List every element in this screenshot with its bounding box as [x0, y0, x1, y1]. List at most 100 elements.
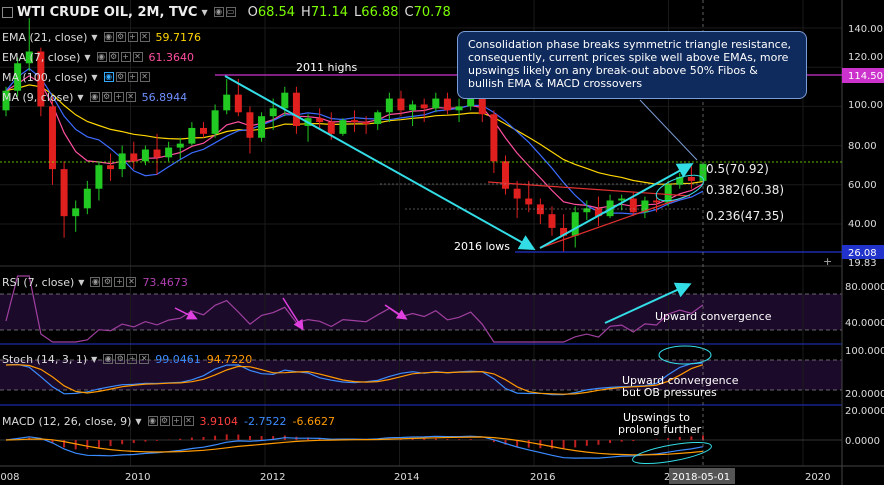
chevron-down-icon[interactable]: ▼ [91, 354, 98, 364]
high-value: 71.14 [310, 4, 349, 20]
time-label-2020: 2020 [805, 472, 830, 483]
indicator-tools[interactable]: ◉ ⚙ + ✕ [103, 72, 150, 82]
symbol-header[interactable]: WTI CRUDE OIL, 2M, TVC ▼ ◉ ▭ O 68.54 H 71.1… [2, 4, 451, 20]
symbol-title[interactable]: WTI CRUDE OIL, 2M, TVC [17, 4, 198, 20]
current-date: 2018-05-01 [672, 472, 730, 483]
macd-label[interactable]: MACD (12, 26, close, 9) [2, 414, 132, 428]
indicator-tools[interactable]: ◉ ⚙ + ✕ [103, 32, 150, 42]
ma9-label[interactable]: MA (9, close) [2, 90, 74, 104]
indicator-tools[interactable]: ◉ ⚙ + ✕ [103, 354, 150, 364]
chevron-down-icon[interactable]: ▼ [91, 72, 98, 82]
time-label-2008: 2008 [0, 472, 19, 483]
candle-body [490, 114, 498, 162]
candle-body [478, 98, 486, 115]
candle-body [699, 163, 707, 181]
candle-body [664, 184, 672, 203]
candle-body [327, 122, 335, 134]
ma9-value: 56.8944 [141, 90, 188, 104]
candle-body [536, 204, 544, 215]
chevron-down-icon[interactable]: ▼ [84, 52, 91, 62]
candle-body [455, 106, 463, 111]
price-tick-60: 60.00 [848, 180, 877, 191]
candle-body [316, 118, 324, 123]
candle-body [560, 227, 568, 236]
price-ellipse [655, 174, 705, 202]
add-icon[interactable]: + [823, 255, 832, 268]
ma100-label[interactable]: MA (100, close) [2, 70, 88, 84]
open-key: O [247, 4, 258, 20]
macd-tick-20: 20.0000 [845, 406, 884, 417]
macd-ellipse [632, 441, 712, 465]
tag-high: 114.50 [848, 71, 883, 82]
ema21-label[interactable]: EMA (21, close) [2, 30, 88, 44]
candle-body [60, 169, 68, 217]
close-key: C [404, 4, 414, 20]
stoch-tick-100: 100.0000 [845, 346, 884, 357]
tag-low-bg [842, 245, 884, 259]
indicator-ma9[interactable]: MA (9, close) ▼ ◉ ⚙ + ✕ 56.8944 [2, 89, 187, 105]
candle-body [687, 176, 695, 181]
time-label-2016: 2016 [530, 472, 555, 483]
indicator-tools[interactable]: ◉ ⚙ + ✕ [147, 416, 194, 426]
stoch-d-line [5, 364, 704, 395]
header-tools[interactable]: ◉ ▭ [213, 7, 236, 17]
candle-body [176, 143, 184, 148]
rsi-label[interactable]: RSI (7, close) [2, 275, 75, 289]
price-tick-120: 120.00 [848, 52, 883, 63]
candle-body [234, 94, 242, 113]
open-value: 68.54 [257, 4, 296, 20]
candle-body [351, 120, 358, 123]
rsi-note: Upward convergence [655, 310, 772, 323]
rsi-arrow-up [604, 282, 692, 324]
indicator-tools[interactable]: ◉ ⚙ + ✕ [90, 277, 137, 287]
price-tick-80: 80.00 [848, 141, 877, 152]
rsi-value: 73.4673 [142, 275, 188, 289]
candle-body [211, 110, 219, 134]
analysis-note: Consolidation phase breaks symmetric tri… [457, 31, 807, 99]
candle-body [130, 153, 138, 162]
rsi-line [5, 275, 704, 343]
candle-body [83, 188, 91, 209]
fib-05-label: 0.5(70.92) [706, 162, 769, 176]
ema7-value: 61.3640 [148, 50, 195, 64]
stoch-k-line [5, 362, 704, 396]
macd-tick-0: 0.0000 [845, 436, 880, 447]
candle-body [95, 165, 103, 189]
candle-body [188, 127, 196, 144]
candle-body [385, 98, 393, 113]
rsi-divergence-arrow-1 [174, 307, 198, 320]
candle-body [165, 147, 173, 158]
indicator-ema21[interactable]: EMA (21, close) ▼ ◉ ⚙ + ✕ 59.7176 [2, 29, 201, 45]
price-tick-140: 140.00 [848, 24, 883, 35]
stoch-ellipse [658, 345, 712, 365]
indicator-ma100[interactable]: MA (100, close) ▼ ◉ ⚙ + ✕ [2, 69, 156, 85]
chevron-down-icon[interactable]: ▼ [135, 416, 142, 426]
stoch-label[interactable]: Stoch (14, 3, 1) [2, 352, 88, 366]
high-key: H [301, 4, 311, 20]
low-value: 66.88 [361, 4, 399, 20]
indicator-tools[interactable]: ◉ ⚙ + ✕ [89, 92, 136, 102]
indicator-tools[interactable]: ◉ ⚙ + ✕ [96, 52, 143, 62]
price-axis[interactable]: 140.00 120.00 100.00 80.00 60.00 40.00 [848, 24, 883, 230]
collapse-icon[interactable] [2, 6, 13, 18]
stoch-k-value: 99.0461 [155, 352, 201, 366]
chevron-down-icon[interactable]: ▼ [78, 277, 85, 287]
chevron-down-icon[interactable]: ▼ [201, 7, 208, 17]
indicator-stoch[interactable]: Stoch (14, 3, 1) ▼ ◉ ⚙ + ✕ 99.0461 94.7220 [2, 351, 252, 367]
tag-low: 26.08 [848, 248, 877, 259]
chevron-down-icon[interactable]: ▼ [77, 92, 84, 102]
candle-body [443, 98, 451, 111]
ema7-label[interactable]: EMA (7, close) [2, 50, 81, 64]
candle-body [525, 198, 533, 205]
macd-hist-value: 3.9104 [199, 414, 239, 428]
indicator-rsi[interactable]: RSI (7, close) ▼ ◉ ⚙ + ✕ 73.4673 [2, 274, 188, 290]
macd-signal-line [5, 436, 704, 456]
candle-body [48, 106, 56, 170]
indicator-ema7[interactable]: EMA (7, close) ▼ ◉ ⚙ + ✕ 61.3640 [2, 49, 194, 65]
macd-signal-value: -6.6627 [292, 414, 335, 428]
indicator-macd[interactable]: MACD (12, 26, close, 9) ▼ ◉ ⚙ + ✕ 3.9104 -2.… [2, 413, 335, 429]
chevron-down-icon[interactable]: ▼ [91, 32, 98, 42]
ema21-value: 59.7176 [155, 30, 202, 44]
lows-2016-label: 2016 lows [454, 240, 510, 253]
candle-body [107, 165, 115, 170]
